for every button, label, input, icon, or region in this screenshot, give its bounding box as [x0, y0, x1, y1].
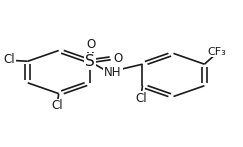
Text: CF₃: CF₃ — [208, 46, 226, 56]
Text: S: S — [85, 54, 95, 69]
Text: NH: NH — [104, 66, 122, 79]
Text: O: O — [113, 52, 122, 65]
Text: Cl: Cl — [135, 92, 147, 105]
Text: O: O — [86, 38, 95, 51]
Text: Cl: Cl — [52, 100, 63, 112]
Text: Cl: Cl — [3, 54, 15, 66]
